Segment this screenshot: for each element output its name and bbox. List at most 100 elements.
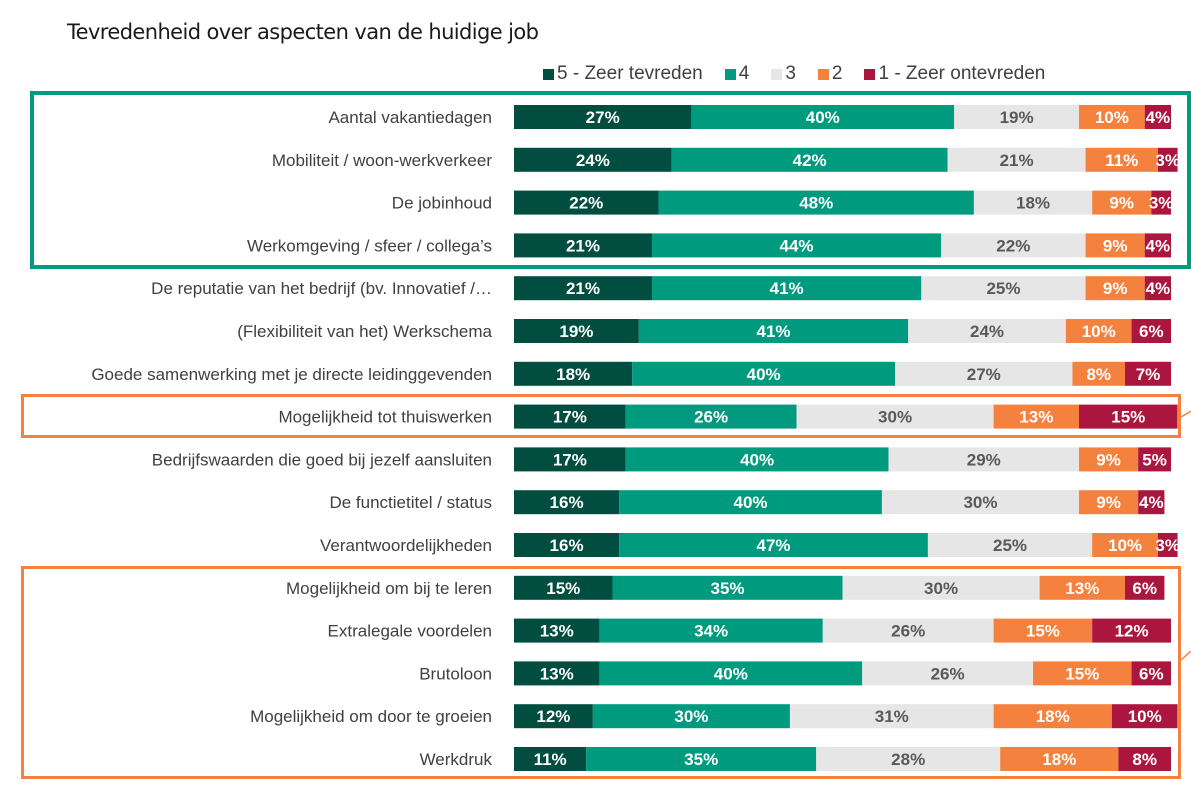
bar-row: Extralegale voordelen 13% 34% 26% 15% 12%: [328, 618, 1171, 643]
bar-row: Aantal vakantiedagen 27% 40% 19% 10% 4%: [328, 105, 1171, 129]
data-label: 22%: [996, 236, 1030, 255]
data-label: 18%: [1036, 707, 1070, 726]
data-label: 25%: [986, 279, 1020, 298]
bar-segment: [1085, 147, 1158, 172]
bar-segment: [1157, 533, 1178, 557]
legend-item: 5 - Zeer tevreden: [543, 63, 703, 85]
legend-label: 2: [831, 63, 843, 84]
data-label: 19%: [1000, 108, 1034, 127]
data-label: 42%: [793, 151, 827, 170]
data-label: 35%: [684, 750, 718, 769]
bar-segment: [514, 661, 600, 686]
bar-segment: [941, 233, 1086, 258]
bar-segment: [599, 661, 863, 686]
bar-segment: [993, 704, 1112, 729]
bar-segment: [1072, 361, 1126, 386]
data-label: 3%: [1155, 536, 1180, 555]
bar-segment: [1092, 533, 1158, 557]
bar-segment: [1079, 105, 1145, 129]
bar-segment: [514, 704, 593, 729]
data-label: 24%: [970, 322, 1004, 341]
data-label: 31%: [875, 707, 909, 726]
bar-segment: [514, 319, 639, 343]
legend-label: 5 - Zeer tevreden: [557, 63, 703, 84]
data-label: 21%: [566, 236, 600, 255]
connector-line: [1180, 650, 1191, 661]
bar-segment: [1039, 575, 1126, 600]
highlight-box-bottom-group: [21, 566, 1181, 779]
bar-row: De functietitel / status 16% 40% 30% 9% 4%: [329, 490, 1165, 515]
data-label: 3%: [1155, 151, 1180, 170]
bar-segment: [947, 147, 1086, 172]
bar-segment: [514, 575, 613, 600]
data-label: 10%: [1082, 322, 1116, 341]
category-label: De functietitel / status: [329, 493, 492, 512]
data-label: 15%: [546, 579, 580, 598]
bar-segment: [651, 233, 942, 258]
data-label: 26%: [931, 664, 965, 683]
data-label: 6%: [1139, 664, 1164, 683]
data-label: 10%: [1108, 536, 1142, 555]
data-label: 16%: [550, 493, 584, 512]
category-label: Mobiliteit / woon-werkverkeer: [272, 151, 492, 170]
data-label: 30%: [878, 408, 912, 427]
chart-title: Tevredenheid over aspecten van de huidig…: [67, 20, 539, 44]
legend: 5 - Zeer tevreden 4 3 2 1 - Zeer ontevreden: [543, 62, 1067, 86]
legend-swatch: [543, 68, 554, 80]
highlight-box-thuiswerken: [21, 394, 1181, 438]
data-label: 10%: [1128, 707, 1162, 726]
category-label: (Flexibiliteit van het) Werkschema: [237, 322, 492, 341]
category-label: De reputatie van het bedrijf (bv. Innova…: [151, 279, 492, 298]
data-label: 3%: [1149, 194, 1174, 213]
bar-segment: [514, 618, 600, 643]
bar-segment: [514, 361, 633, 386]
category-label: Aantal vakantiedagen: [328, 108, 492, 127]
data-label: 34%: [694, 622, 728, 641]
data-label: 15%: [1111, 408, 1145, 427]
bar-segment: [514, 276, 652, 301]
data-label: 13%: [540, 664, 574, 683]
bar-segment: [514, 190, 659, 215]
bar-segment: [993, 618, 1093, 643]
bar-segment: [514, 233, 652, 258]
bar-segment: [822, 618, 994, 643]
bar-segment: [1079, 490, 1139, 515]
data-label: 4%: [1146, 108, 1171, 127]
bar-segment: [1092, 618, 1171, 643]
bar-segment: [638, 319, 909, 343]
data-label: 12%: [536, 707, 570, 726]
legend-item: 1 - Zeer ontevreden: [864, 63, 1045, 85]
legend-swatch: [771, 68, 783, 80]
bar-segment: [1157, 147, 1178, 172]
data-label: 27%: [967, 365, 1001, 384]
data-label: 26%: [891, 622, 925, 641]
bar-segment: [1085, 233, 1145, 258]
data-label: 15%: [1065, 664, 1099, 683]
data-label: 22%: [569, 194, 603, 213]
category-label: Mogelijkheid om door te groeien: [250, 707, 492, 726]
category-label: Werkomgeving / sfeer / collega’s: [247, 236, 492, 255]
bar-row: De reputatie van het bedrijf (bv. Innova…: [151, 276, 1171, 301]
bar-segment: [1065, 319, 1132, 343]
data-label: 9%: [1103, 279, 1128, 298]
data-label: 15%: [1026, 622, 1060, 641]
data-label: 9%: [1109, 194, 1134, 213]
bar-segment: [1151, 190, 1171, 215]
bar-segment: [1092, 190, 1152, 215]
data-label: 9%: [1096, 450, 1121, 469]
data-label: 13%: [540, 622, 574, 641]
bar-segment: [1111, 704, 1178, 729]
bar-segment: [1138, 490, 1165, 515]
highlight-box-top-group: [30, 91, 1191, 269]
bar-segment: [908, 319, 1066, 343]
bar-segment: [671, 147, 948, 172]
data-label: 12%: [1115, 622, 1149, 641]
category-label: Verantwoordelijkheden: [320, 536, 492, 555]
data-label: 6%: [1132, 579, 1157, 598]
data-label: 18%: [1016, 194, 1050, 213]
bar-segment: [1125, 361, 1171, 386]
data-label: 13%: [1065, 579, 1099, 598]
legend-label: 3: [785, 63, 796, 84]
bar-row: Mogelijkheid tot thuiswerken 17% 26% 30% 13%…: [278, 404, 1178, 429]
